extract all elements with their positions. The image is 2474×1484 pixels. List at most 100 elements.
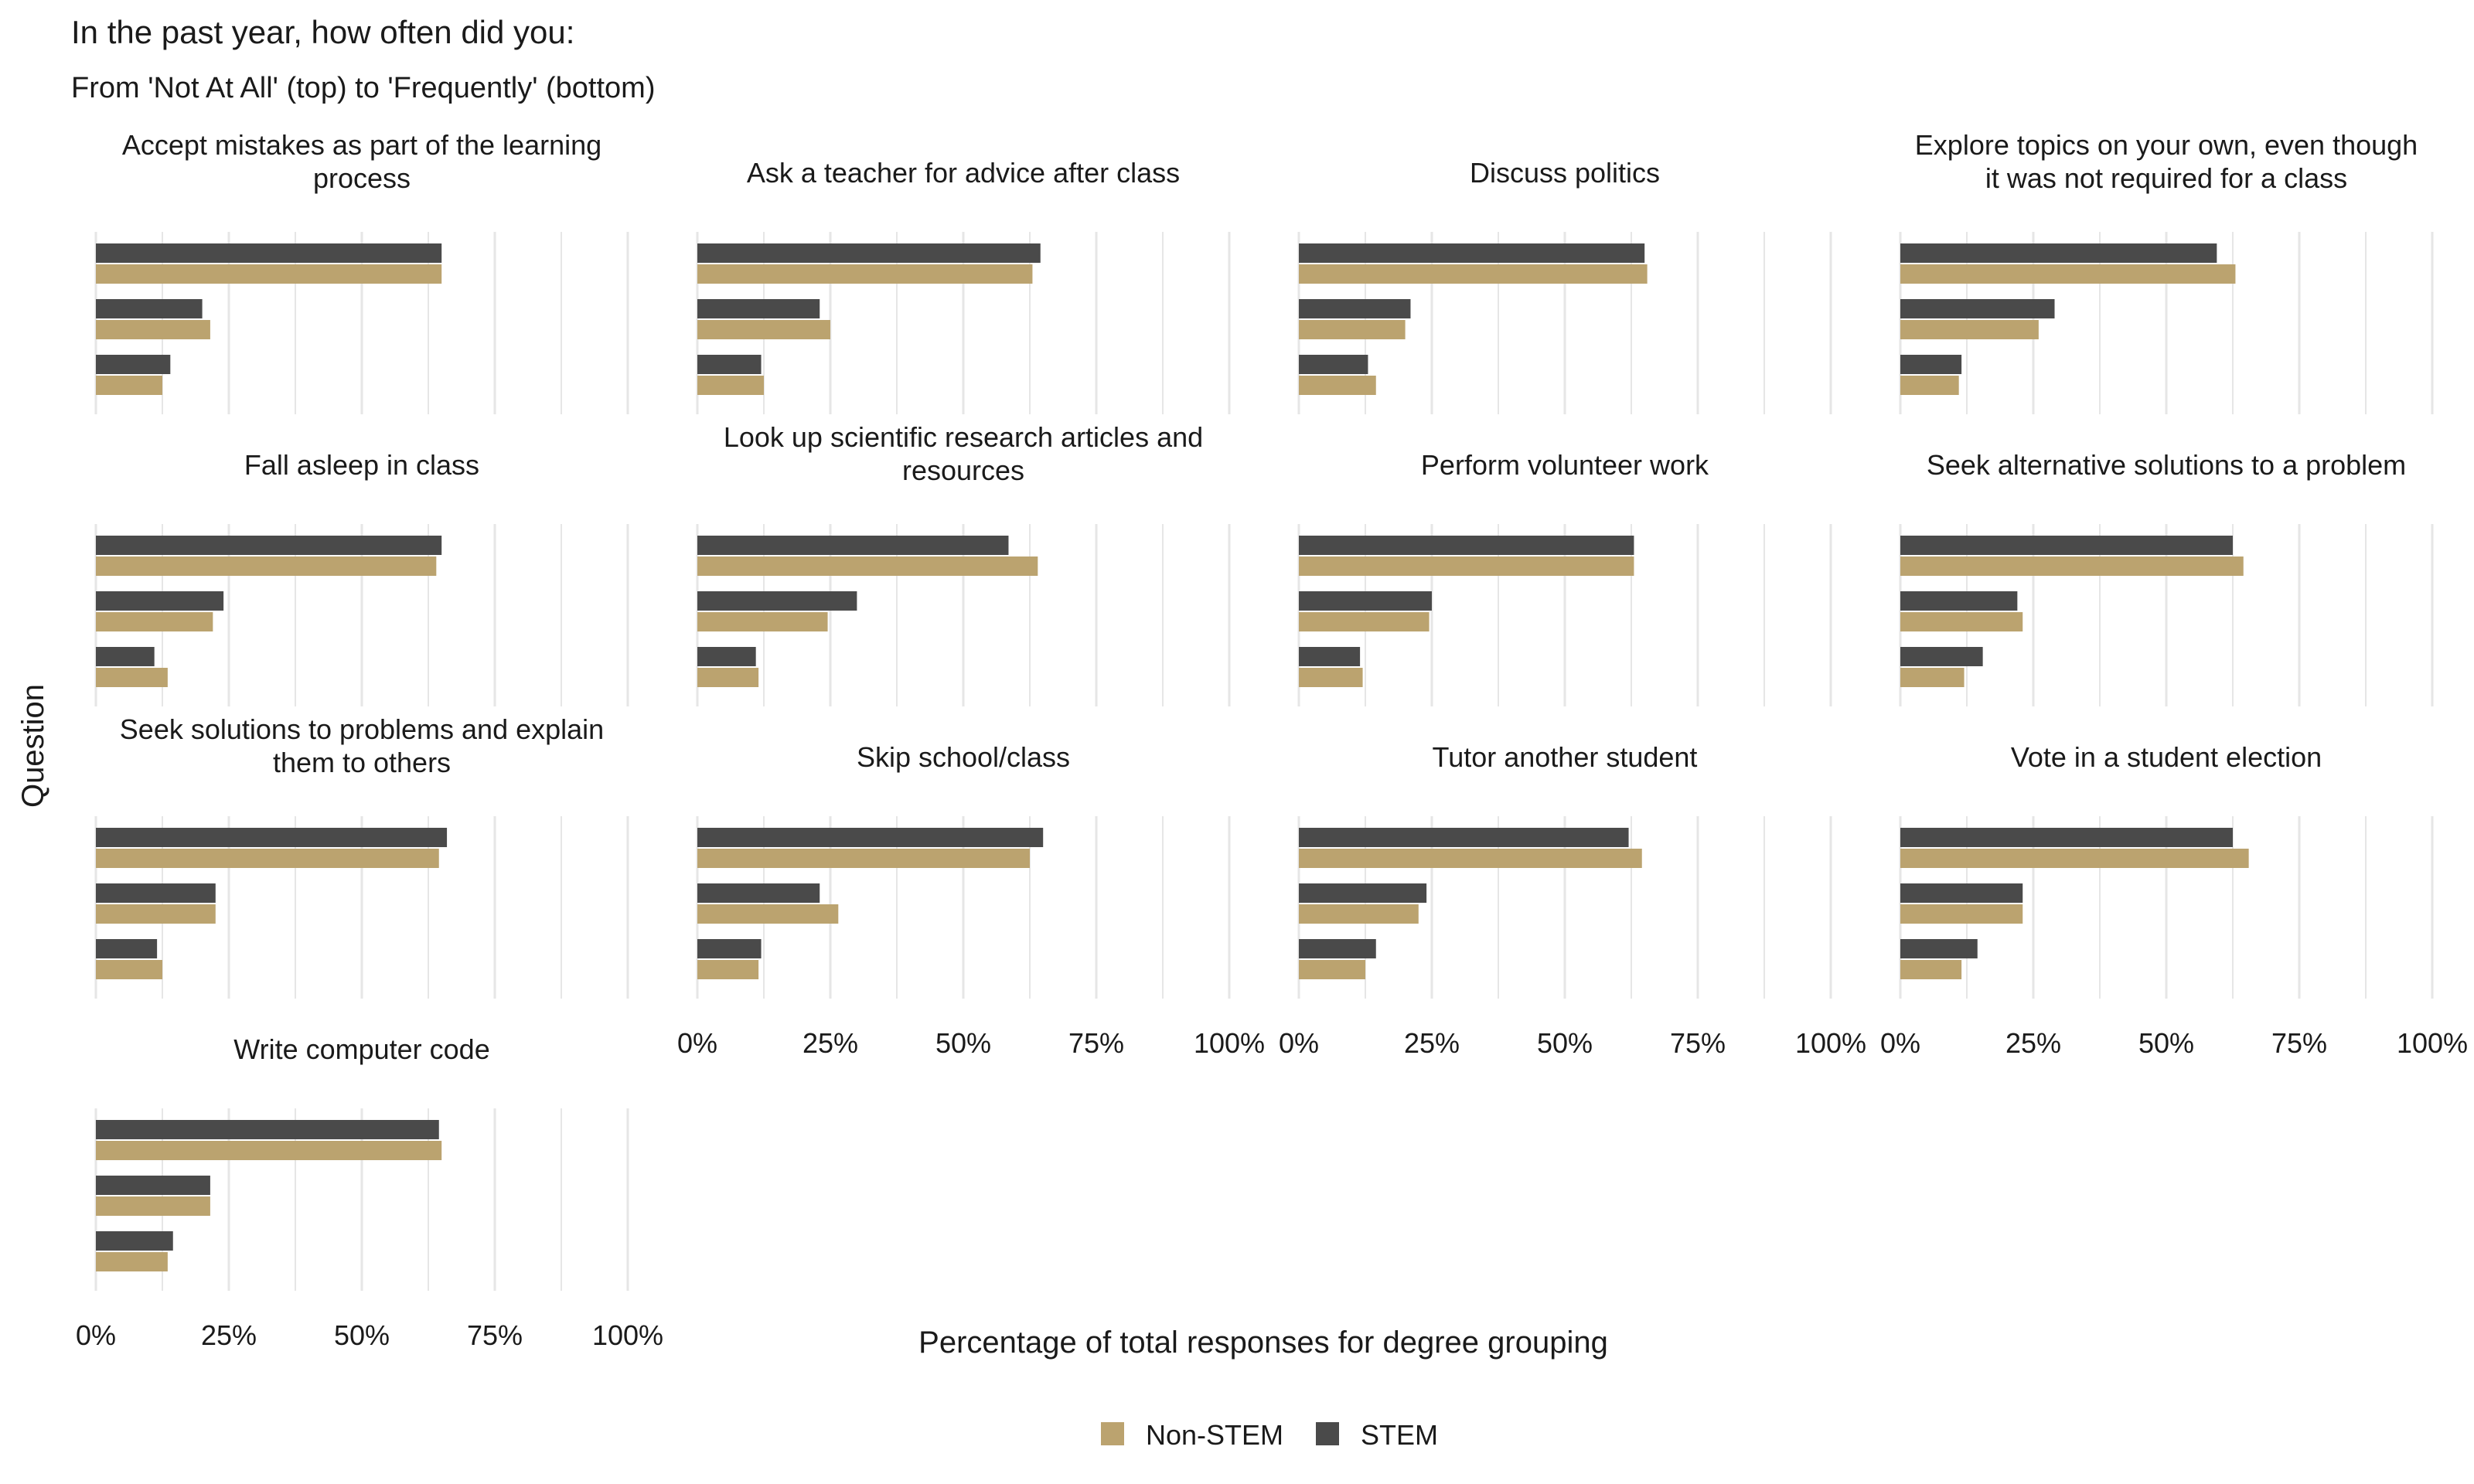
facet-panel: Write computer code 0% 25% 50% 75% 100% [76,1033,663,1351]
facet-title: Vote in a student election [2011,741,2322,773]
bar-non-stem [1900,668,1965,687]
bar-stem [1299,243,1645,263]
legend: Non-STEM STEM [1101,1419,1438,1451]
bar-stem [697,828,1044,847]
facet-panel: Discuss politics [1297,157,1832,414]
facet-title: Write computer code [233,1033,489,1065]
bar-non-stem [1299,849,1642,868]
bar-non-stem [1299,264,1648,284]
bar-non-stem [96,904,216,924]
bar-non-stem [1900,612,2023,631]
bar-non-stem [96,960,162,979]
bar-non-stem [1299,556,1634,576]
bar-stem [1900,299,2055,318]
bar-stem [1900,647,1983,666]
bar-stem [96,1176,210,1195]
bar-non-stem [697,612,828,631]
bar-non-stem [1900,556,2244,576]
x-tick-label: 75% [1670,1027,1726,1059]
bar-non-stem [697,320,830,339]
bar-non-stem [1299,960,1365,979]
bar-non-stem [96,1141,442,1160]
bar-non-stem [96,1252,168,1271]
bar-stem [96,591,224,611]
bar-stem [697,647,756,666]
bar-stem [1900,355,1962,374]
legend-swatch-stem [1316,1422,1339,1445]
bar-non-stem [1299,904,1419,924]
x-tick-label: 100% [592,1319,663,1351]
bar-stem [1299,883,1427,903]
bar-non-stem [96,612,213,631]
facet-panel: Skip school/class 0% 25% 50% 75% 100% [677,741,1265,1059]
y-axis-label: Question [16,684,50,808]
bar-non-stem [697,376,764,395]
facet-panel: Ask a teacher for advice after class [696,157,1231,414]
bar-stem [697,355,762,374]
bar-stem [96,647,155,666]
bar-stem [697,536,1009,555]
facet-title: Seek solutions to problems and explain th… [120,713,604,778]
bar-stem [1299,299,1411,318]
x-tick-label: 0% [677,1027,717,1059]
bar-stem [96,299,203,318]
bar-non-stem [96,849,439,868]
x-tick-label: 0% [76,1319,116,1351]
facet-title: Explore topics on your own, even though i… [1915,129,2418,194]
bar-non-stem [1900,320,2039,339]
facet-panel: Perform volunteer work [1297,449,1832,706]
bar-stem [96,243,442,263]
bar-non-stem [697,668,759,687]
bar-stem [1900,536,2233,555]
bar-stem [697,939,762,958]
facet-title: Tutor another student [1433,741,1698,773]
bar-non-stem [697,904,839,924]
facet-title: Discuss politics [1470,157,1660,189]
facet-panel: Explore topics on your own, even though i… [1899,129,2434,414]
facet-title: Skip school/class [857,741,1070,773]
bar-stem [1299,939,1376,958]
bar-stem [96,1120,439,1139]
x-tick-label: 50% [334,1319,390,1351]
bar-stem [1900,243,2217,263]
bar-stem [1299,355,1368,374]
bar-non-stem [697,556,1038,576]
bar-stem [697,591,857,611]
bar-stem [96,939,158,958]
x-axis-label: Percentage of total responses for degree… [918,1326,1608,1360]
bar-stem [96,1231,173,1251]
bar-stem [697,883,820,903]
bar-non-stem [1900,376,1959,395]
facet-panel: Seek solutions to problems and explain th… [94,713,629,999]
bar-non-stem [1900,264,2236,284]
bar-non-stem [96,556,437,576]
bar-stem [1900,591,2018,611]
bar-non-stem [96,376,162,395]
bar-stem [1900,939,1978,958]
bar-non-stem [1299,668,1363,687]
bar-stem [1299,591,1432,611]
chart-subtitle: From 'Not At All' (top) to 'Frequently' … [71,72,656,104]
x-tick-label: 50% [1537,1027,1593,1059]
facet-panel: Fall asleep in class [94,449,629,706]
bar-stem [1900,828,2233,847]
bar-non-stem [1900,904,2023,924]
bar-stem [697,243,1041,263]
x-tick-label: 75% [467,1319,523,1351]
x-tick-label: 25% [1404,1027,1460,1059]
facet-panel: Tutor another student 0% 25% 50% 75% 100% [1279,741,1866,1059]
facet-title: Ask a teacher for advice after class [747,157,1180,189]
x-tick-label: 75% [2271,1027,2327,1059]
x-tick-label: 100% [2397,1027,2468,1059]
facet-panel: Look up scientific research articles and… [696,421,1231,706]
chart-title: In the past year, how often did you: [71,14,574,50]
bar-non-stem [96,1196,210,1216]
bar-non-stem [697,264,1033,284]
facet-panel: Vote in a student election 0% 25% 50% 75% 100… [1880,741,2468,1059]
bar-non-stem [697,849,1030,868]
facet-panel: Seek alternative solutions to a problem [1899,449,2434,706]
bar-non-stem [96,264,442,284]
bar-stem [1900,883,2023,903]
bar-stem [1299,828,1629,847]
